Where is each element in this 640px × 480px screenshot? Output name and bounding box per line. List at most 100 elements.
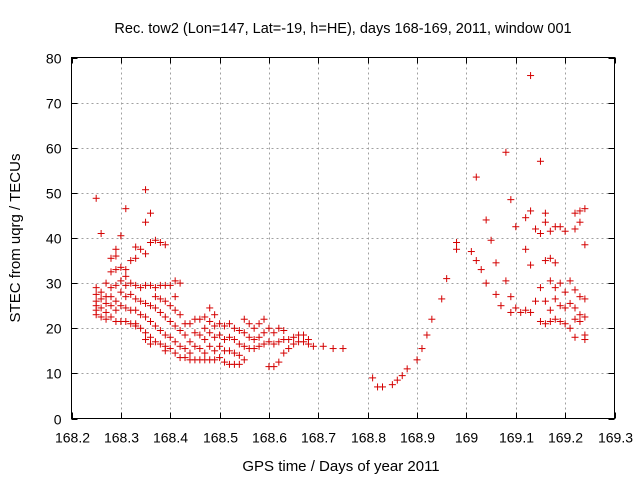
data-point xyxy=(541,320,549,328)
data-point xyxy=(541,218,549,226)
data-point xyxy=(142,313,150,321)
data-point xyxy=(181,354,189,362)
data-point xyxy=(235,351,243,359)
data-point xyxy=(107,284,115,292)
data-point xyxy=(146,333,154,341)
data-point xyxy=(566,277,574,285)
data-point xyxy=(151,304,159,312)
data-point xyxy=(156,295,164,303)
data-point xyxy=(230,336,238,344)
data-point xyxy=(206,342,214,350)
data-point xyxy=(107,313,115,321)
x-tick-label: 169.1 xyxy=(499,430,534,446)
data-point xyxy=(551,295,559,303)
data-point xyxy=(122,266,130,274)
data-point xyxy=(398,372,406,380)
data-point xyxy=(235,327,243,335)
data-point xyxy=(497,302,505,310)
data-point xyxy=(255,342,263,350)
data-point xyxy=(304,340,312,348)
data-point xyxy=(171,293,179,301)
data-point xyxy=(280,349,288,357)
data-point xyxy=(551,259,559,267)
data-point xyxy=(137,324,145,332)
x-tick-label: 169.3 xyxy=(598,430,633,446)
y-tick-label: 60 xyxy=(46,141,62,157)
x-tick-label: 169.2 xyxy=(548,430,583,446)
data-point xyxy=(527,207,535,215)
data-point xyxy=(546,317,554,325)
data-point xyxy=(127,257,135,265)
data-point xyxy=(561,288,569,296)
data-point xyxy=(285,336,293,344)
data-point xyxy=(171,349,179,357)
data-point xyxy=(571,209,579,217)
data-point xyxy=(250,345,258,353)
data-point xyxy=(161,241,169,249)
data-point xyxy=(339,345,347,353)
data-point xyxy=(137,245,145,253)
data-point xyxy=(211,322,219,330)
data-point xyxy=(117,277,125,285)
data-point xyxy=(581,313,589,321)
data-point xyxy=(166,345,174,353)
data-point xyxy=(211,311,219,319)
data-point xyxy=(107,254,115,262)
data-point xyxy=(527,72,535,80)
y-tick-labels: 0 10 20 30 40 50 60 70 80 xyxy=(46,51,62,428)
data-point xyxy=(181,331,189,339)
data-point xyxy=(492,259,500,267)
data-point xyxy=(487,236,495,244)
data-point xyxy=(161,331,169,339)
data-point xyxy=(97,295,105,303)
data-point xyxy=(300,338,308,346)
data-point xyxy=(403,365,411,373)
data-point xyxy=(280,327,288,335)
data-point xyxy=(216,342,224,350)
data-point xyxy=(275,324,283,332)
data-point xyxy=(156,308,164,316)
data-point xyxy=(92,284,100,292)
data-point xyxy=(438,295,446,303)
data-point xyxy=(176,311,184,319)
data-point xyxy=(507,308,515,316)
data-point xyxy=(97,288,105,296)
data-point xyxy=(196,345,204,353)
data-point xyxy=(240,329,248,337)
data-point xyxy=(191,342,199,350)
data-point xyxy=(102,315,110,323)
data-point xyxy=(482,216,490,224)
data-point xyxy=(581,205,589,213)
data-point xyxy=(319,342,327,350)
data-point xyxy=(137,284,145,292)
data-point xyxy=(216,331,224,339)
data-point xyxy=(211,356,219,364)
data-point xyxy=(536,229,544,237)
data-point xyxy=(156,340,164,348)
data-point xyxy=(556,317,564,325)
data-point xyxy=(235,340,243,348)
data-point xyxy=(551,315,559,323)
data-point xyxy=(290,333,298,341)
data-point xyxy=(270,340,278,348)
data-point xyxy=(151,322,159,330)
data-point xyxy=(142,186,150,194)
data-point xyxy=(522,306,530,314)
data-point xyxy=(142,218,150,226)
data-point xyxy=(275,358,283,366)
data-point xyxy=(216,320,224,328)
data-point xyxy=(265,338,273,346)
y-tick-label: 80 xyxy=(46,51,62,67)
y-tick-label: 10 xyxy=(46,366,62,382)
data-point xyxy=(245,320,253,328)
data-point xyxy=(176,342,184,350)
data-point xyxy=(561,304,569,312)
data-point xyxy=(270,363,278,371)
data-point xyxy=(142,329,150,337)
data-point xyxy=(546,227,554,235)
data-point xyxy=(132,243,140,251)
data-point xyxy=(137,311,145,319)
x-tick-label: 168.2 xyxy=(55,430,90,446)
data-point xyxy=(137,297,145,305)
